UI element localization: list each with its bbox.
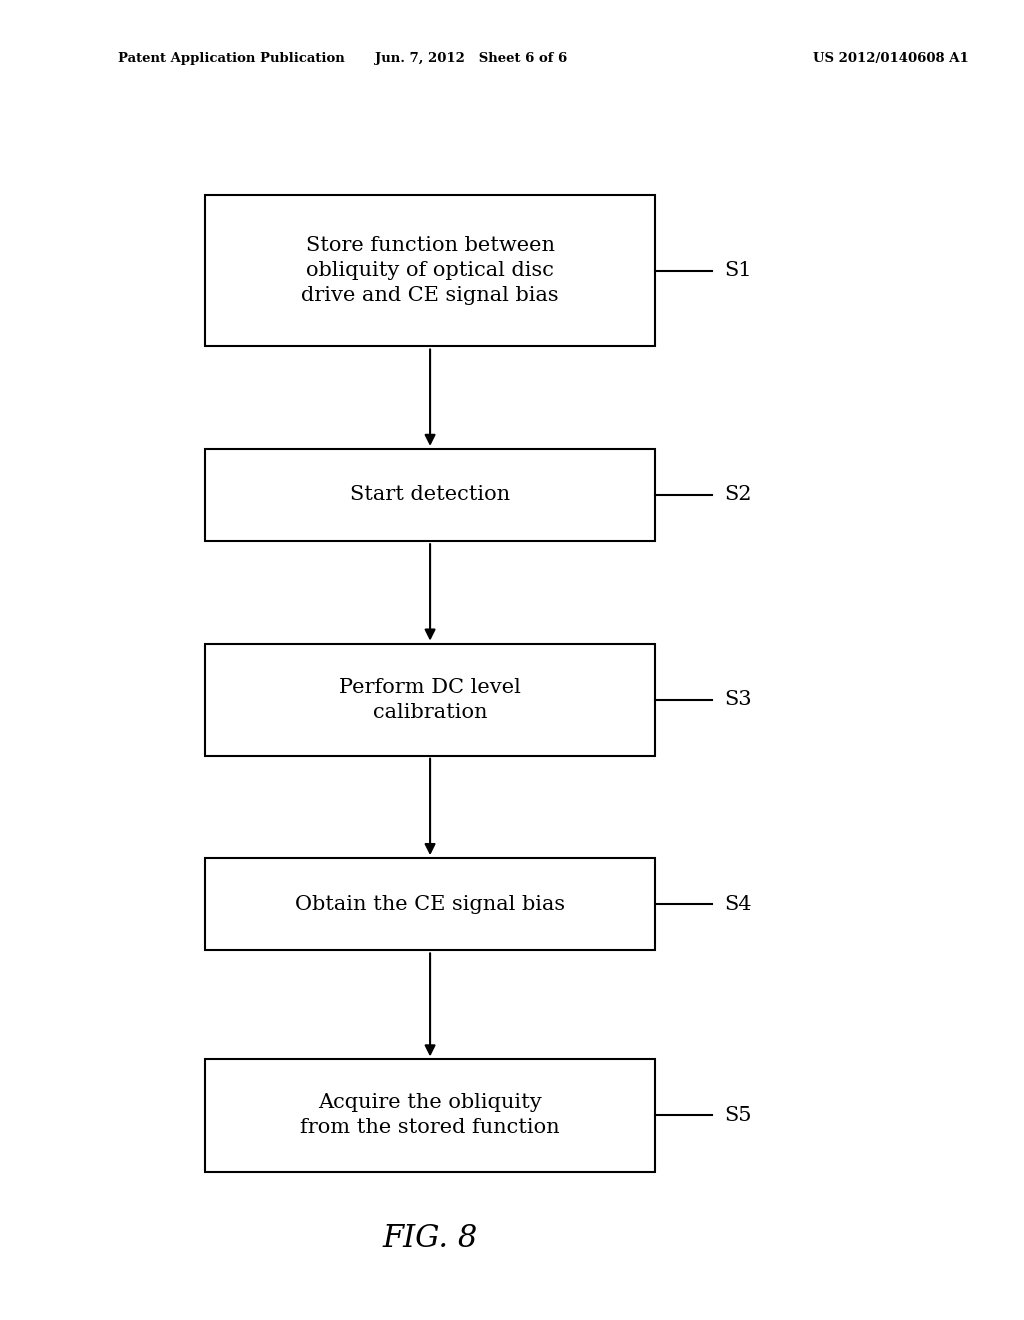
Text: Patent Application Publication: Patent Application Publication	[118, 51, 344, 65]
Bar	[205, 644, 655, 755]
Text: S4: S4	[724, 895, 752, 913]
Text: Perform DC level
calibration: Perform DC level calibration	[339, 677, 521, 722]
Text: FIG. 8: FIG. 8	[382, 1222, 478, 1254]
Text: Acquire the obliquity
from the stored function: Acquire the obliquity from the stored fu…	[300, 1093, 560, 1138]
Text: S5: S5	[724, 1106, 752, 1125]
Text: Start detection: Start detection	[350, 486, 510, 504]
Bar	[205, 858, 655, 950]
Bar	[205, 1059, 655, 1172]
Bar	[205, 194, 655, 346]
Text: Obtain the CE signal bias: Obtain the CE signal bias	[295, 895, 565, 913]
Text: S1: S1	[724, 261, 752, 280]
Text: S3: S3	[724, 690, 752, 709]
Text: US 2012/0140608 A1: US 2012/0140608 A1	[813, 51, 969, 65]
Text: Jun. 7, 2012   Sheet 6 of 6: Jun. 7, 2012 Sheet 6 of 6	[375, 51, 567, 65]
Text: S2: S2	[724, 486, 752, 504]
Text: Store function between
obliquity of optical disc
drive and CE signal bias: Store function between obliquity of opti…	[301, 236, 559, 305]
Bar	[205, 449, 655, 541]
